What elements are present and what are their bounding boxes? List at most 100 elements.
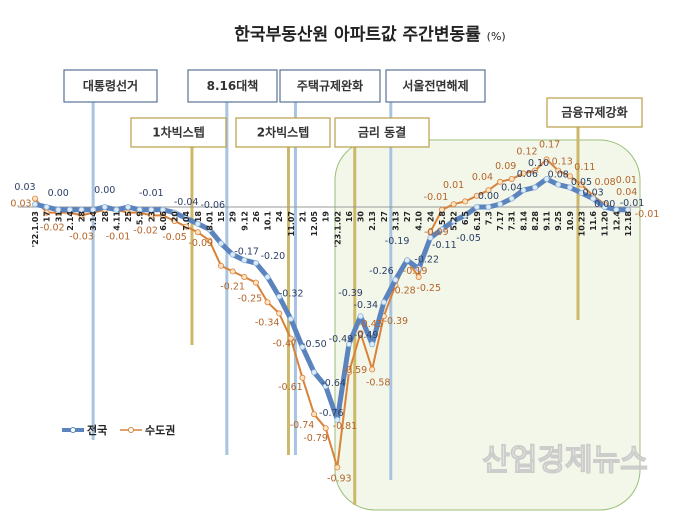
data-point xyxy=(543,156,550,163)
data-label: -0.01 xyxy=(106,232,131,243)
data-label: -0.76 xyxy=(319,408,344,419)
data-label: 0.10 xyxy=(528,158,549,169)
x-tick-label: '22.1.03 xyxy=(31,211,40,247)
event-label: 금융규제강화 xyxy=(561,105,627,120)
data-point xyxy=(485,203,492,210)
event-box xyxy=(546,97,643,128)
data-point xyxy=(55,206,62,213)
x-tick-label: 8.01 xyxy=(205,211,214,231)
legend: 전국 수도권 xyxy=(62,423,175,437)
data-label: -0.03 xyxy=(69,231,94,242)
data-label: -0.01 xyxy=(424,192,449,203)
x-tick-label: 9.11 xyxy=(543,211,552,231)
data-point xyxy=(171,209,178,216)
data-label: -0.49 xyxy=(329,334,354,345)
x-tick-label: 26 xyxy=(252,211,261,223)
chart-title: 한국부동산원 아파트값 주간변동률 (%) xyxy=(0,20,680,45)
x-tick-label: 29 xyxy=(229,211,238,223)
event-box xyxy=(63,69,158,103)
data-point xyxy=(450,217,457,224)
data-point xyxy=(555,167,562,174)
data-point xyxy=(113,206,120,213)
event-label: 대통령선거 xyxy=(83,78,138,93)
series-line-national xyxy=(34,176,628,423)
data-point xyxy=(78,206,85,213)
data-label: -0.02 xyxy=(133,226,158,237)
x-tick-label: 4.10 xyxy=(415,211,424,231)
event-label: 주택규제완화 xyxy=(297,78,363,93)
data-label: 0.06 xyxy=(517,169,538,180)
x-tick-label: 5.8 xyxy=(438,211,447,226)
data-label: -0.01 xyxy=(620,198,645,209)
data-label: -0.02 xyxy=(40,223,65,234)
data-label: 0.09 xyxy=(495,161,516,172)
x-tick-label: 31 xyxy=(54,211,63,223)
data-label: -0.93 xyxy=(327,473,352,484)
x-tick-label: 27 xyxy=(403,211,412,222)
data-label: -0.58 xyxy=(366,377,391,388)
data-label: 0.03 xyxy=(10,199,31,210)
data-point xyxy=(555,181,562,188)
data-label: -0.06 xyxy=(200,200,225,211)
x-tick-label: 11.6 xyxy=(589,211,598,231)
data-label: -0.39 xyxy=(338,288,363,299)
highlight-region xyxy=(334,139,641,511)
x-tick-label: 4.11 xyxy=(112,211,121,231)
data-point xyxy=(311,411,318,418)
data-label: -0.20 xyxy=(261,251,286,262)
data-point xyxy=(427,234,434,241)
data-label: -0.25 xyxy=(238,294,263,305)
data-point xyxy=(159,206,166,213)
x-tick-label: 18 xyxy=(194,211,203,223)
data-point xyxy=(508,175,515,182)
event-label: 서울전면해제 xyxy=(402,78,468,93)
x-tick-label: 25 xyxy=(124,211,133,223)
data-point xyxy=(508,195,515,202)
data-label: -0.28 xyxy=(391,285,416,296)
data-point xyxy=(276,293,283,300)
data-label: -0.05 xyxy=(456,233,481,244)
data-label: -0.74 xyxy=(290,420,315,431)
title-text: 한국부동산원 아파트값 주간변동률 xyxy=(234,25,481,45)
data-label: 0.13 xyxy=(552,157,573,168)
data-label: 0.08 xyxy=(595,177,616,188)
data-label: 0.11 xyxy=(574,162,595,173)
data-label: -0.79 xyxy=(303,433,328,444)
x-tick-label: 2.13 xyxy=(368,211,377,231)
data-label: -0.49 xyxy=(354,330,379,341)
watermark: 산업경제뉴스 xyxy=(482,443,648,478)
data-label: -0.01 xyxy=(139,188,164,199)
data-point xyxy=(601,203,608,210)
data-point xyxy=(520,187,527,194)
x-tick-label: 8.28 xyxy=(531,211,540,231)
data-point xyxy=(369,366,376,373)
data-label: 0.00 xyxy=(48,188,69,199)
data-label: 0.04 xyxy=(616,187,637,198)
x-tick-label: 8.14 xyxy=(519,211,528,231)
data-label: -0.25 xyxy=(416,283,441,294)
data-point xyxy=(101,203,108,210)
x-tick-label: 5.22 xyxy=(450,211,459,231)
data-point xyxy=(543,175,550,182)
data-label: -0.50 xyxy=(302,339,327,350)
x-tick-label: '23.1.02 xyxy=(333,211,342,247)
data-label: -0.34 xyxy=(354,300,379,311)
event-box xyxy=(130,117,227,148)
data-point xyxy=(438,206,445,213)
data-label: 0.05 xyxy=(571,177,592,188)
data-point xyxy=(497,178,504,185)
data-point xyxy=(125,209,132,216)
data-point xyxy=(334,416,341,423)
x-tick-label: 6.19 xyxy=(473,211,482,231)
data-label: -0.05 xyxy=(162,232,187,243)
data-point xyxy=(462,198,469,205)
data-label: -0.39 xyxy=(384,316,409,327)
data-point xyxy=(241,257,248,264)
legend-label: 전국 xyxy=(87,423,107,437)
x-tick-label: 28 xyxy=(101,211,110,223)
data-point xyxy=(473,192,480,199)
data-label: -0.47 xyxy=(273,339,298,350)
data-point xyxy=(32,195,39,202)
data-label: -0.34 xyxy=(255,317,280,328)
